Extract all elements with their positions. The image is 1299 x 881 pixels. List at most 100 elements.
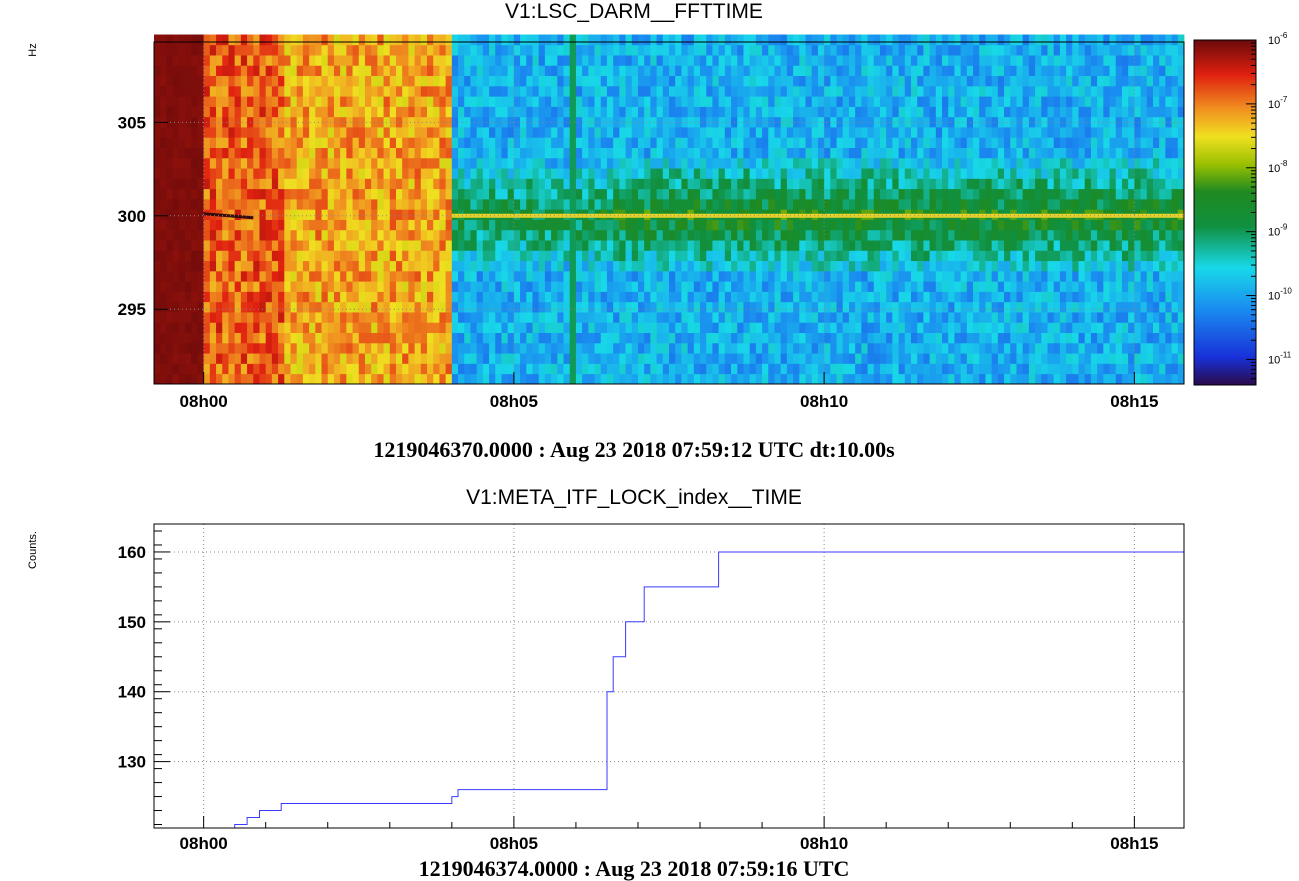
spectrogram-cell [669, 260, 676, 272]
spectrogram-cell [824, 116, 831, 128]
spectrogram-cell [327, 198, 335, 210]
spectrogram-cell [718, 168, 726, 179]
spectrogram-cell [470, 363, 478, 375]
spectrogram-cell [1053, 373, 1061, 385]
spectrogram-cell [433, 65, 440, 77]
spectrogram-cell [489, 168, 496, 179]
spectrogram-cell [513, 34, 521, 46]
spectrogram-cell [569, 270, 577, 282]
spectrogram-cell [160, 178, 167, 190]
spectrogram-cell [247, 168, 254, 179]
spectrogram-cell [1053, 157, 1061, 169]
spectrogram-cell [737, 75, 744, 87]
spectrogram-cell [942, 178, 949, 190]
spectrogram-cell [929, 147, 937, 159]
spectrogram-cell [240, 353, 248, 364]
spectrogram-cell [408, 157, 415, 169]
spectrogram-cell [637, 44, 645, 56]
spectrogram-cell [762, 44, 769, 56]
spectrogram-cell [197, 291, 205, 303]
spectrogram-cell [414, 65, 422, 77]
spectrogram-cell [470, 116, 478, 128]
spectrogram-cell [762, 342, 769, 354]
spectrogram-cell [811, 291, 819, 303]
spectrogram-cell [501, 281, 509, 292]
spectrogram-cell [569, 127, 577, 138]
spectrogram-cell [817, 260, 825, 272]
spectrogram-cell [203, 178, 211, 190]
spectrogram-cell [892, 44, 899, 56]
spectrogram-cell [197, 34, 205, 46]
spectrogram-cell [197, 281, 205, 292]
spectrogram-cell [948, 44, 955, 56]
spectrogram-cell [762, 137, 769, 148]
spectrogram-cell [867, 198, 875, 210]
spectrogram-cell [278, 209, 285, 220]
spectrogram-cell [327, 44, 335, 56]
spectrogram-cell [662, 332, 670, 344]
spectrogram-cell [873, 219, 881, 231]
spectrogram-cell [582, 373, 589, 385]
spectrogram-cell [563, 219, 571, 231]
spectrogram-cell [1047, 137, 1055, 148]
spectrogram-cell [997, 281, 1005, 292]
spectrogram-cell [842, 281, 850, 292]
spectrogram-cell [1047, 178, 1055, 190]
spectrogram-cell [619, 127, 626, 138]
spectrogram-cell [383, 127, 391, 138]
spectrogram-cell [923, 157, 930, 169]
spectrogram-cell [718, 137, 726, 148]
spectrogram-cell [358, 44, 366, 56]
spectrogram-cell [1010, 342, 1017, 354]
spectrogram-cell [476, 229, 484, 241]
spectrogram-cell [451, 168, 459, 179]
spectrogram-cell [420, 229, 428, 241]
spectrogram-cell [451, 157, 459, 169]
spectrogram-cell [315, 168, 322, 179]
spectrogram-cell [700, 322, 707, 334]
spectrogram-cell [768, 168, 775, 179]
spectrogram-cell [606, 85, 614, 97]
spectrogram-cell [575, 157, 583, 169]
spectrogram-cell [637, 75, 645, 87]
spectrogram-cell [464, 116, 471, 128]
spectrogram-cell [253, 342, 260, 354]
spectrogram-cell [997, 55, 1005, 66]
spectrogram-cell [749, 312, 757, 323]
spectrogram-cell [395, 240, 403, 251]
spectrogram-cell [309, 85, 316, 97]
spectrogram-cell [563, 332, 571, 344]
spectrogram-cell [594, 55, 602, 66]
spectrogram-cell [247, 65, 254, 77]
spectrogram-cell [737, 250, 744, 262]
spectrogram-cell [1047, 281, 1055, 292]
spectrogram-cell [669, 353, 676, 364]
spectrogram-cell [352, 127, 360, 138]
spectrogram-cell [240, 137, 248, 148]
spectrogram-cell [284, 353, 291, 364]
spectrogram-cell [402, 96, 409, 107]
spectrogram-cell [1004, 322, 1011, 334]
spectrogram-cell [923, 229, 930, 241]
spectrogram-cell [625, 116, 633, 128]
spectrogram-cell [731, 157, 738, 169]
spectrogram-cell [855, 373, 862, 385]
spectrogram-cell [1041, 260, 1048, 272]
spectrogram-cell [693, 198, 701, 210]
spectrogram-cell [538, 229, 546, 241]
spectrogram-cell [321, 106, 329, 118]
spectrogram-cell [973, 198, 980, 210]
spectrogram-cell [1059, 116, 1067, 128]
spectrogram-cell [917, 75, 924, 87]
spectrogram-cell [700, 270, 707, 282]
spectrogram-cell [358, 353, 366, 364]
spectrogram-cell [935, 219, 943, 231]
spectrogram-cell [222, 168, 229, 179]
spectrogram-cell [619, 188, 626, 200]
spectrogram-cell [960, 342, 968, 354]
spectrogram-cell [427, 85, 434, 97]
spectrogram-cell [606, 250, 614, 262]
spectrogram-cell [662, 373, 670, 385]
spectrogram-cell [910, 353, 918, 364]
spectrogram-cell [997, 34, 1005, 46]
